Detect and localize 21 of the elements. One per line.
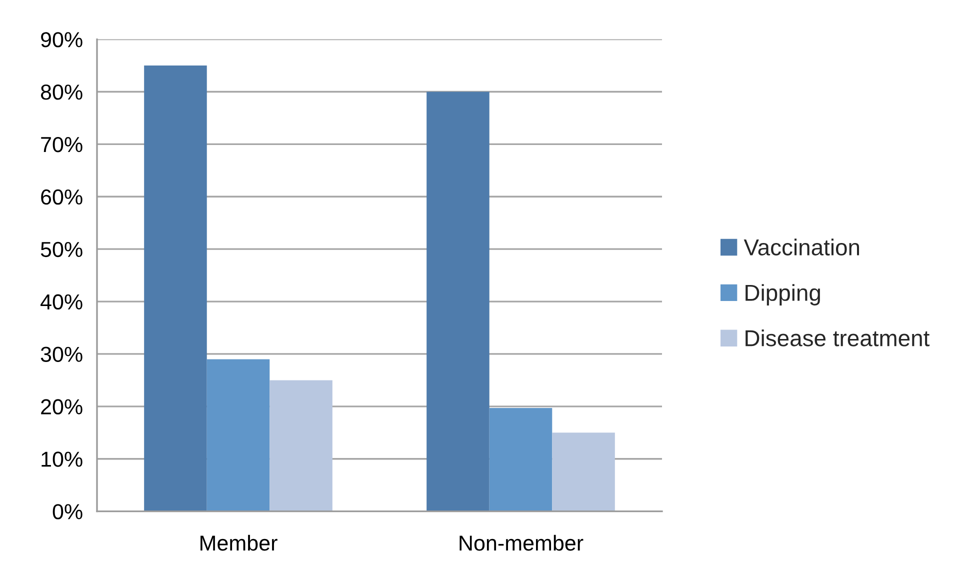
legend-label: Dipping (746, 284, 820, 306)
bar (552, 432, 615, 512)
bar (489, 408, 552, 512)
y-tick-label: 20% (41, 399, 82, 414)
y-tick-label: 70% (41, 136, 82, 152)
bar (206, 359, 270, 512)
x-tick-label: Member (200, 534, 278, 551)
bar (426, 92, 490, 512)
bar (270, 380, 332, 512)
bar (144, 66, 207, 512)
y-tick-label: 90% (41, 32, 82, 48)
y-tick-label: 10% (42, 452, 82, 467)
legend-label: Disease treatment (746, 330, 930, 346)
y-tick-label: 0% (52, 504, 82, 520)
y-tick-label: 30% (40, 346, 82, 362)
y-tick-label: 50% (40, 242, 82, 258)
legend-label: Vaccination (744, 238, 860, 256)
x-tick-label: Non-member (460, 534, 584, 551)
y-tick-label: 60% (41, 189, 82, 205)
y-tick-label: 80% (40, 84, 82, 100)
y-tick-label: 40% (40, 294, 82, 310)
